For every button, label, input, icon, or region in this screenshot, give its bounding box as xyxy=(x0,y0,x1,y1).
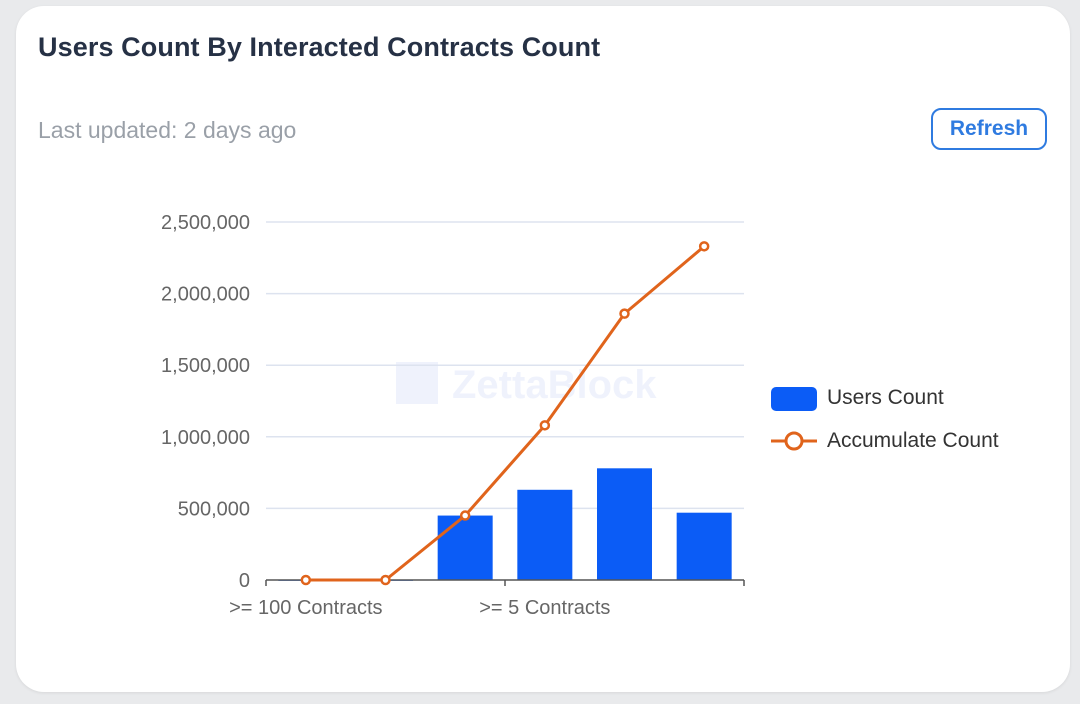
y-tick-label: 1,500,000 xyxy=(161,355,250,377)
x-tick-label: >= 100 Contracts xyxy=(229,597,382,619)
line-point[interactable] xyxy=(300,574,312,586)
y-axis-labels: 0 500,000 1,000,000 1,500,000 2,000,000 2,500… xyxy=(161,212,250,592)
line-point[interactable] xyxy=(698,241,710,252)
card-title: Users Count By Interacted Contracts Coun… xyxy=(38,32,601,62)
bar[interactable] xyxy=(676,512,732,580)
line-point[interactable] xyxy=(539,420,551,431)
bar[interactable] xyxy=(437,515,493,580)
bar[interactable] xyxy=(517,489,573,580)
y-tick-label: 1,000,000 xyxy=(161,427,250,449)
bar-series xyxy=(278,468,732,581)
y-tick-label: 0 xyxy=(239,570,250,592)
x-tick-label: >= 5 Contracts xyxy=(479,597,610,619)
legend-item-users-count[interactable]: Users Count xyxy=(771,383,944,413)
legend-label-users-count: Users Count xyxy=(827,386,944,409)
legend-bar-swatch xyxy=(771,385,817,411)
line-path xyxy=(305,245,706,582)
last-updated-text: Last updated: 2 days ago xyxy=(38,117,297,143)
legend-line-swatch xyxy=(771,428,817,454)
grid-lines xyxy=(266,221,744,510)
y-tick-label: 500,000 xyxy=(178,498,250,520)
watermark-text: ZettaBlock xyxy=(452,363,657,407)
line-point[interactable] xyxy=(380,574,391,586)
x-axis-labels: >= 100 Contracts >= 5 Contracts xyxy=(229,597,610,619)
legend-label-accumulate-count: Accumulate Count xyxy=(827,429,999,452)
y-tick-label: 2,500,000 xyxy=(161,212,250,234)
line-point[interactable] xyxy=(619,308,630,319)
refresh-button[interactable]: Refresh xyxy=(931,108,1047,150)
line-point[interactable] xyxy=(459,510,471,521)
line-series xyxy=(300,241,710,586)
watermark: ZettaBlock xyxy=(396,362,657,407)
watermark-logo xyxy=(396,362,438,404)
bar[interactable] xyxy=(597,468,652,580)
legend-item-accumulate-count[interactable]: Accumulate Count xyxy=(771,426,999,456)
y-tick-label: 2,000,000 xyxy=(161,284,250,306)
